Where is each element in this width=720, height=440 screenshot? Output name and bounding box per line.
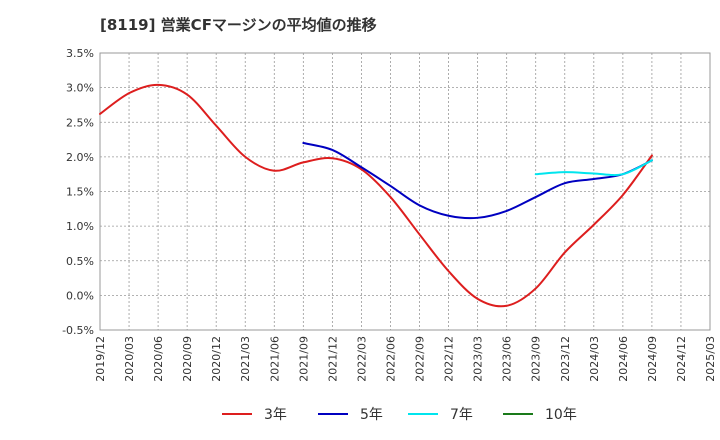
y-tick-label: 0.5% xyxy=(66,255,94,268)
x-axis-tick-labels: 2019/12 2020/03 2020/06 2020/09 2020/12 2021/… xyxy=(94,336,717,382)
x-tick-label: 2023/06 xyxy=(501,336,514,382)
y-tick-label: 0.0% xyxy=(66,289,94,302)
x-tick-label: 2022/06 xyxy=(384,336,397,382)
y-tick-label: 2.5% xyxy=(66,116,94,129)
x-tick-label: 2021/12 xyxy=(326,336,339,382)
x-tick-label: 2023/09 xyxy=(530,336,543,382)
y-tick-label: -0.5% xyxy=(62,324,94,337)
series-lines xyxy=(99,83,653,308)
x-tick-label: 2024/12 xyxy=(675,336,688,382)
y-tick-label: 1.0% xyxy=(66,220,94,233)
x-tick-label: 2021/09 xyxy=(297,336,310,382)
x-tick-label: 2020/12 xyxy=(210,336,223,382)
y-axis-tick-labels: 3.5% 3.0% 2.5% 2.0% 1.5% 1.0% 0.5% 0.0% -0.5% xyxy=(62,47,94,337)
series-line-2 xyxy=(534,159,653,177)
y-tick-label: 2.0% xyxy=(66,151,94,164)
grid-lines xyxy=(99,52,711,331)
series-line-0 xyxy=(99,83,653,308)
x-tick-label: 2022/03 xyxy=(355,336,368,382)
x-tick-label: 2020/03 xyxy=(123,336,136,382)
x-tick-label: 2022/12 xyxy=(443,336,456,382)
legend-label-1: 5年 xyxy=(360,407,383,423)
legend-label-2: 7年 xyxy=(450,407,473,423)
legend-label-0: 3年 xyxy=(264,407,287,423)
y-tick-label: 1.5% xyxy=(66,186,94,199)
y-tick-label: 3.5% xyxy=(66,47,94,60)
x-tick-label: 2020/09 xyxy=(181,336,194,382)
x-tick-label: 2024/03 xyxy=(588,336,601,382)
series-line-1 xyxy=(302,142,653,220)
x-tick-label: 2021/06 xyxy=(268,336,281,382)
x-tick-label: 2025/03 xyxy=(704,336,717,382)
legend-label-3: 10年 xyxy=(545,407,577,423)
x-tick-label: 2024/06 xyxy=(617,336,630,382)
x-tick-label: 2020/06 xyxy=(152,336,165,382)
x-tick-label: 2021/03 xyxy=(239,336,252,382)
y-tick-label: 3.0% xyxy=(66,82,94,95)
x-tick-label: 2023/12 xyxy=(559,336,572,382)
x-tick-label: 2024/09 xyxy=(646,336,659,382)
x-tick-label: 2019/12 xyxy=(94,336,107,382)
x-tick-label: 2022/09 xyxy=(414,336,427,382)
x-tick-label: 2023/03 xyxy=(472,336,485,382)
legend: 3年 5年 7年 10年 xyxy=(222,407,577,423)
chart-title: [8119] 営業CFマージンの平均値の推移 xyxy=(100,16,377,34)
